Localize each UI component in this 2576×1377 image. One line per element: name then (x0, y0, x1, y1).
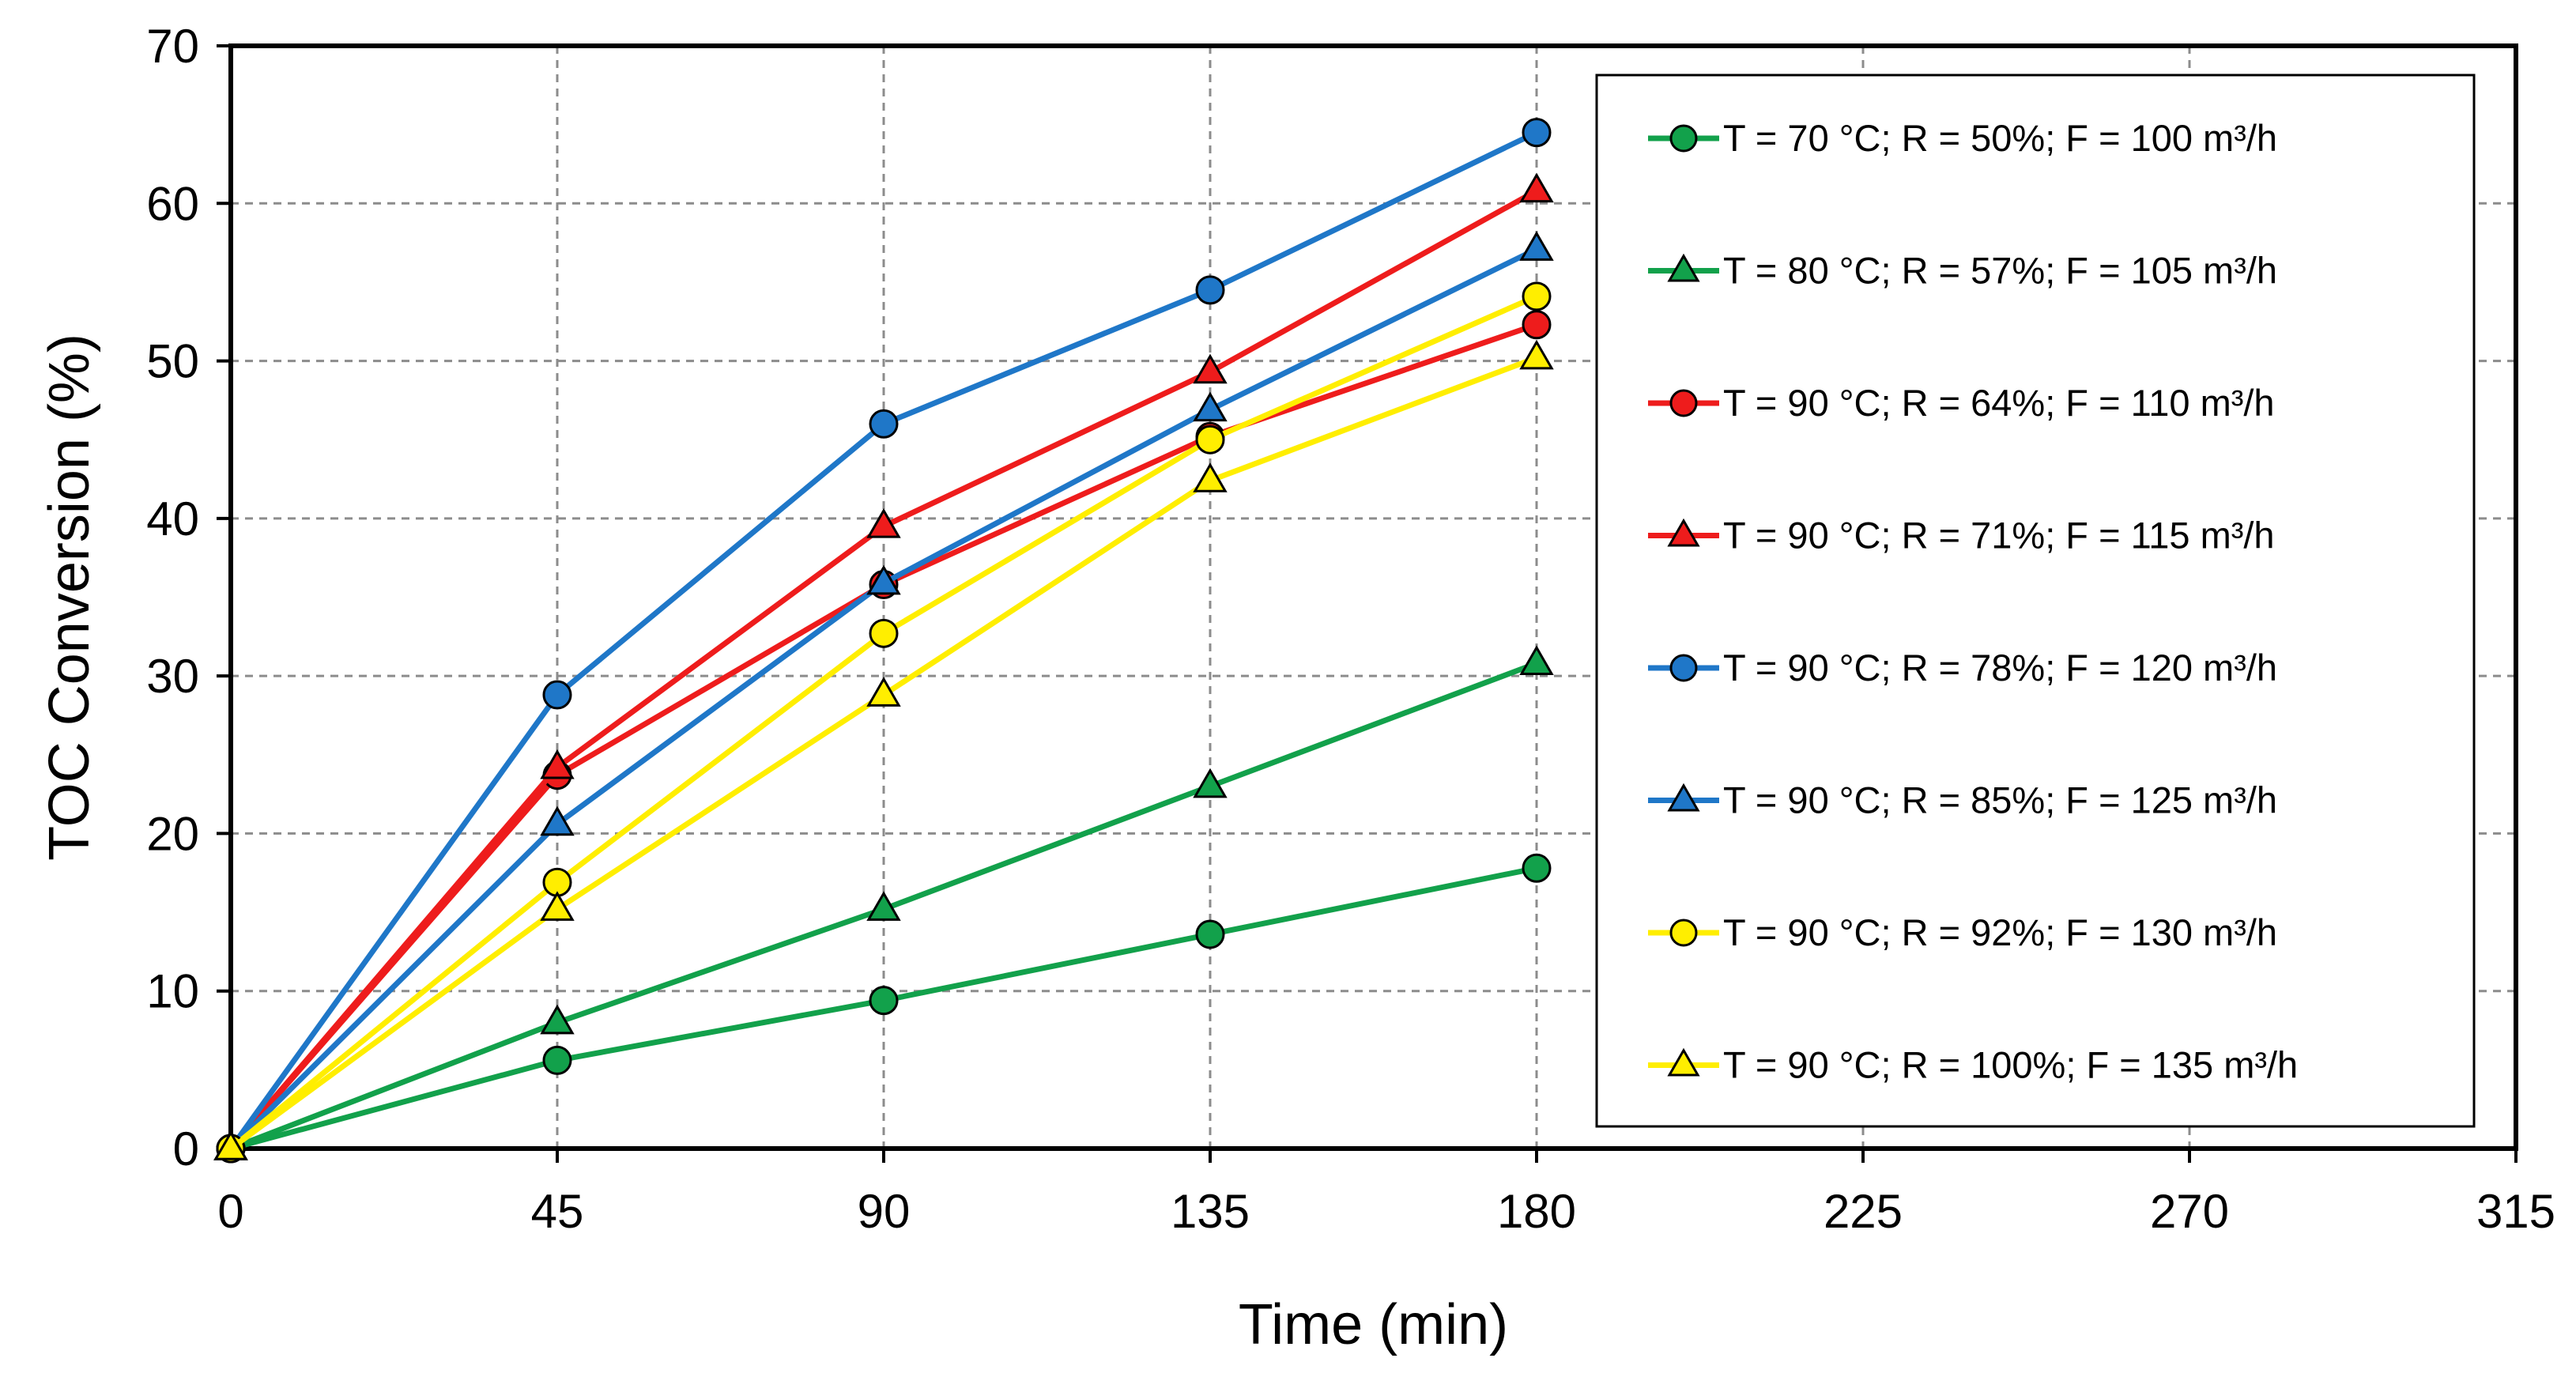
legend-label: T = 90 °C; R = 71%; F = 115 m³/h (1723, 515, 2275, 556)
y-tick-label: 40 (146, 492, 199, 545)
data-point (540, 805, 575, 836)
data-point (1519, 172, 1554, 203)
data-point (866, 507, 901, 538)
legend-label: T = 90 °C; R = 78%; F = 120 m³/h (1723, 647, 2277, 688)
legend-item: T = 90 °C; R = 78%; F = 120 m³/h (1648, 647, 2277, 688)
y-axis-label: TOC Conversion (%) (38, 334, 101, 861)
legend-marker (1669, 654, 1698, 682)
legend-item: T = 90 °C; R = 92%; F = 130 m³/h (1648, 911, 2277, 953)
legend-marker (1669, 919, 1698, 947)
legend-marker (1667, 783, 1700, 812)
data-point (1522, 310, 1552, 340)
legend-marker (1667, 518, 1700, 547)
data-point (866, 891, 901, 921)
legend: T = 70 °C; R = 50%; F = 100 m³/h T = 80 °… (1595, 74, 2476, 1128)
y-tick-label: 50 (146, 335, 199, 388)
legend-marker (1667, 1047, 1700, 1077)
legend-label: T = 90 °C; R = 64%; F = 110 m³/h (1723, 382, 2275, 424)
legend-label: T = 90 °C; R = 85%; F = 125 m³/h (1723, 779, 2277, 821)
legend-box (1595, 74, 2476, 1128)
data-point (866, 677, 901, 707)
data-point (1195, 275, 1225, 305)
x-tick-label: 0 (217, 1185, 243, 1238)
legend-item: T = 80 °C; R = 57%; F = 105 m³/h (1648, 250, 2277, 292)
data-point (1193, 391, 1228, 422)
data-point (1193, 768, 1228, 798)
x-tick-label: 45 (531, 1185, 584, 1238)
data-point (540, 891, 575, 921)
data-point (1522, 281, 1552, 311)
data-point (1519, 645, 1554, 675)
data-point (213, 1130, 248, 1160)
legend-marker (1669, 389, 1698, 417)
data-point (540, 749, 575, 779)
series-layer (213, 118, 1554, 1164)
legend-label: T = 90 °C; R = 92%; F = 130 m³/h (1723, 911, 2277, 953)
legend-label: T = 90 °C; R = 100%; F = 135 m³/h (1723, 1044, 2298, 1086)
x-tick-label: 135 (1171, 1185, 1250, 1238)
data-point (1519, 231, 1554, 261)
legend-marker (1669, 124, 1698, 153)
y-tick-label: 70 (146, 20, 199, 73)
data-point (1193, 353, 1228, 384)
data-point (542, 1045, 572, 1075)
data-point (869, 409, 899, 439)
plot-area-frame (228, 43, 2518, 1151)
y-tick-label: 30 (146, 650, 199, 703)
series-4 (213, 172, 1554, 1160)
grid-lines (231, 46, 2516, 1149)
data-point (542, 680, 572, 710)
legend-item: T = 90 °C; R = 100%; F = 135 m³/h (1648, 1044, 2298, 1086)
x-tick-label: 270 (2150, 1185, 2229, 1238)
x-axis-label: Time (min) (1239, 1293, 1508, 1356)
data-point (1195, 424, 1225, 455)
x-axis: 0 45 90 135 180 225 270 315 (217, 1149, 2555, 1238)
y-tick-label: 60 (146, 177, 199, 230)
legend-item: T = 90 °C; R = 71%; F = 115 m³/h (1648, 515, 2275, 556)
data-point (1195, 919, 1225, 949)
y-tick-label: 20 (146, 807, 199, 860)
x-tick-label: 225 (1824, 1185, 1903, 1238)
data-point (869, 986, 899, 1016)
legend-marker (1667, 253, 1700, 282)
y-tick-label: 0 (173, 1122, 199, 1175)
data-point (869, 618, 899, 648)
data-point (1519, 339, 1554, 370)
data-point (1522, 118, 1552, 148)
legend-label: T = 70 °C; R = 50%; F = 100 m³/h (1723, 117, 2277, 159)
data-point (540, 1004, 575, 1035)
series-8 (213, 339, 1554, 1160)
x-tick-label: 180 (1497, 1185, 1576, 1238)
legend-item: T = 90 °C; R = 64%; F = 110 m³/h (1648, 382, 2275, 424)
x-tick-label: 315 (2476, 1185, 2555, 1238)
data-point (1522, 853, 1552, 883)
x-tick-label: 90 (858, 1185, 911, 1238)
legend-item: T = 90 °C; R = 85%; F = 125 m³/h (1648, 779, 2277, 821)
legend-label: T = 80 °C; R = 57%; F = 105 m³/h (1723, 250, 2277, 292)
legend-item: T = 70 °C; R = 50%; F = 100 m³/h (1648, 117, 2277, 159)
y-tick-label: 10 (146, 965, 199, 1018)
y-axis: 0 10 20 30 40 50 60 70 (146, 20, 231, 1175)
data-point (866, 564, 901, 595)
data-point (1193, 462, 1228, 492)
